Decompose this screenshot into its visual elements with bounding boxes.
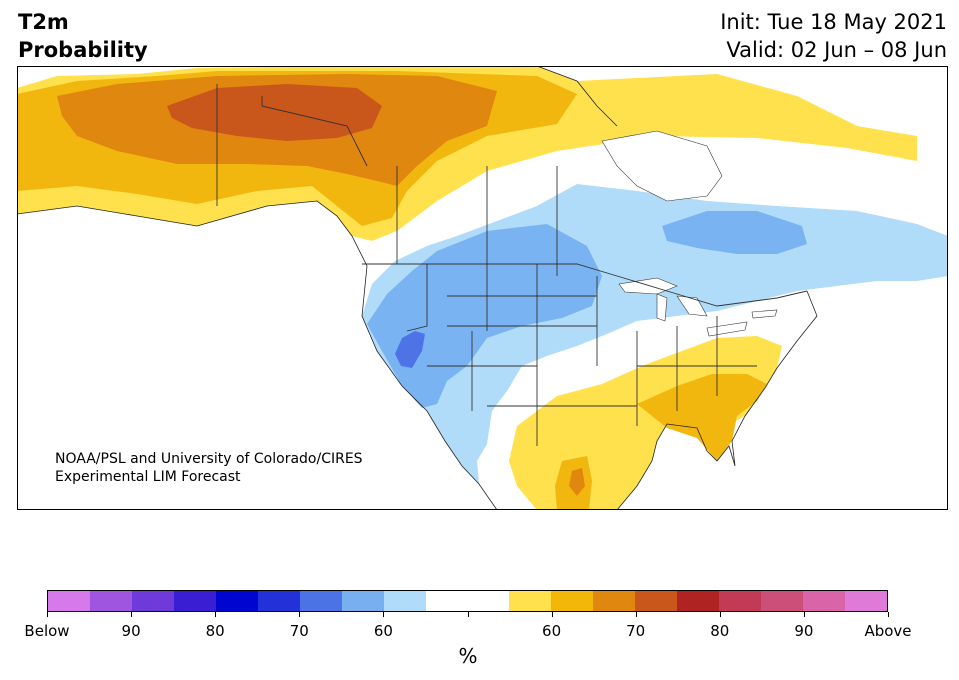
- colorbar-tick-mark: [467, 612, 469, 617]
- colorbar-cell: [803, 591, 846, 611]
- hudson-bay: [601, 130, 723, 202]
- colorbar-cell: [89, 591, 132, 611]
- colorbar-cell: [509, 591, 552, 611]
- colorbar-tick-label: 60: [542, 622, 562, 640]
- colorbar-tick-mark: [215, 612, 217, 617]
- colorbar-cell: [719, 591, 762, 611]
- date-info: Init: Tue 18 May 2021 Valid: 02 Jun – 08…: [720, 8, 947, 64]
- colorbar-tick-label: Below: [24, 622, 70, 640]
- colorbar-tick-mark: [635, 612, 637, 617]
- region-below-70-central: [367, 224, 602, 408]
- colorbar: [47, 590, 888, 612]
- colorbar-cell: [677, 591, 720, 611]
- title-line-1: T2m: [18, 10, 69, 34]
- colorbar-cell: [383, 591, 426, 611]
- map-frame: [17, 66, 948, 510]
- colorbar-tick-mark: [719, 612, 721, 617]
- colorbar-tick-label: Above: [864, 622, 912, 640]
- political-boundaries: [216, 84, 808, 446]
- colorbar-cell: [341, 591, 384, 611]
- region-above-80-mexico: [569, 468, 585, 496]
- colorbar-cell: [425, 591, 468, 611]
- colorbar-tick-mark: [551, 612, 553, 617]
- colorbar-tick-mark: [383, 612, 385, 617]
- colorbar-tick-mark: [299, 612, 301, 617]
- forecast-map: [17, 66, 948, 510]
- colorbar-tick-label: 70: [289, 622, 309, 640]
- colorbar-cell: [215, 591, 258, 611]
- credit-line-1: NOAA/PSL and University of Colorado/CIRE…: [55, 451, 363, 467]
- coastlines: [17, 66, 818, 510]
- credit-line-2: Experimental LIM Forecast: [55, 469, 241, 485]
- chart-title: T2m Probability: [18, 8, 148, 64]
- colorbar-cell: [845, 591, 888, 611]
- colorbar-cell: [593, 591, 636, 611]
- colorbar-tick-label: 60: [373, 622, 393, 640]
- colorbar-tick-mark: [803, 612, 805, 617]
- colorbar-tick-mark: [131, 612, 133, 617]
- colorbar-tick-label: 70: [626, 622, 646, 640]
- colorbar-tick-mark: [47, 612, 48, 617]
- colorbar-cell: [467, 591, 510, 611]
- colorbar-cell: [299, 591, 342, 611]
- title-line-2: Probability: [18, 38, 148, 62]
- colorbar-tick-mark: [888, 612, 889, 617]
- colorbar-tick-label: 90: [121, 622, 141, 640]
- region-below-80: [395, 331, 425, 368]
- colorbar-cell: [257, 591, 300, 611]
- colorbar-cell: [551, 591, 594, 611]
- colorbar-tick-label: 90: [794, 622, 814, 640]
- colorbar-cell: [48, 591, 90, 611]
- region-below-70-east: [662, 211, 807, 254]
- colorbar-cell: [635, 591, 678, 611]
- colorbar-cell: [173, 591, 216, 611]
- credit-text: NOAA/PSL and University of Colorado/CIRE…: [55, 450, 363, 486]
- colorbar-tick-label: 80: [710, 622, 730, 640]
- valid-range: Valid: 02 Jun – 08 Jun: [726, 38, 947, 62]
- colorbar-cell: [761, 591, 804, 611]
- init-date: Init: Tue 18 May 2021: [720, 10, 947, 34]
- colorbar-tick-label: 80: [205, 622, 225, 640]
- colorbar-cell: [131, 591, 174, 611]
- region-above-70-south: [637, 374, 767, 461]
- colorbar-unit: %: [458, 644, 478, 668]
- region-above-90-north: [167, 84, 382, 141]
